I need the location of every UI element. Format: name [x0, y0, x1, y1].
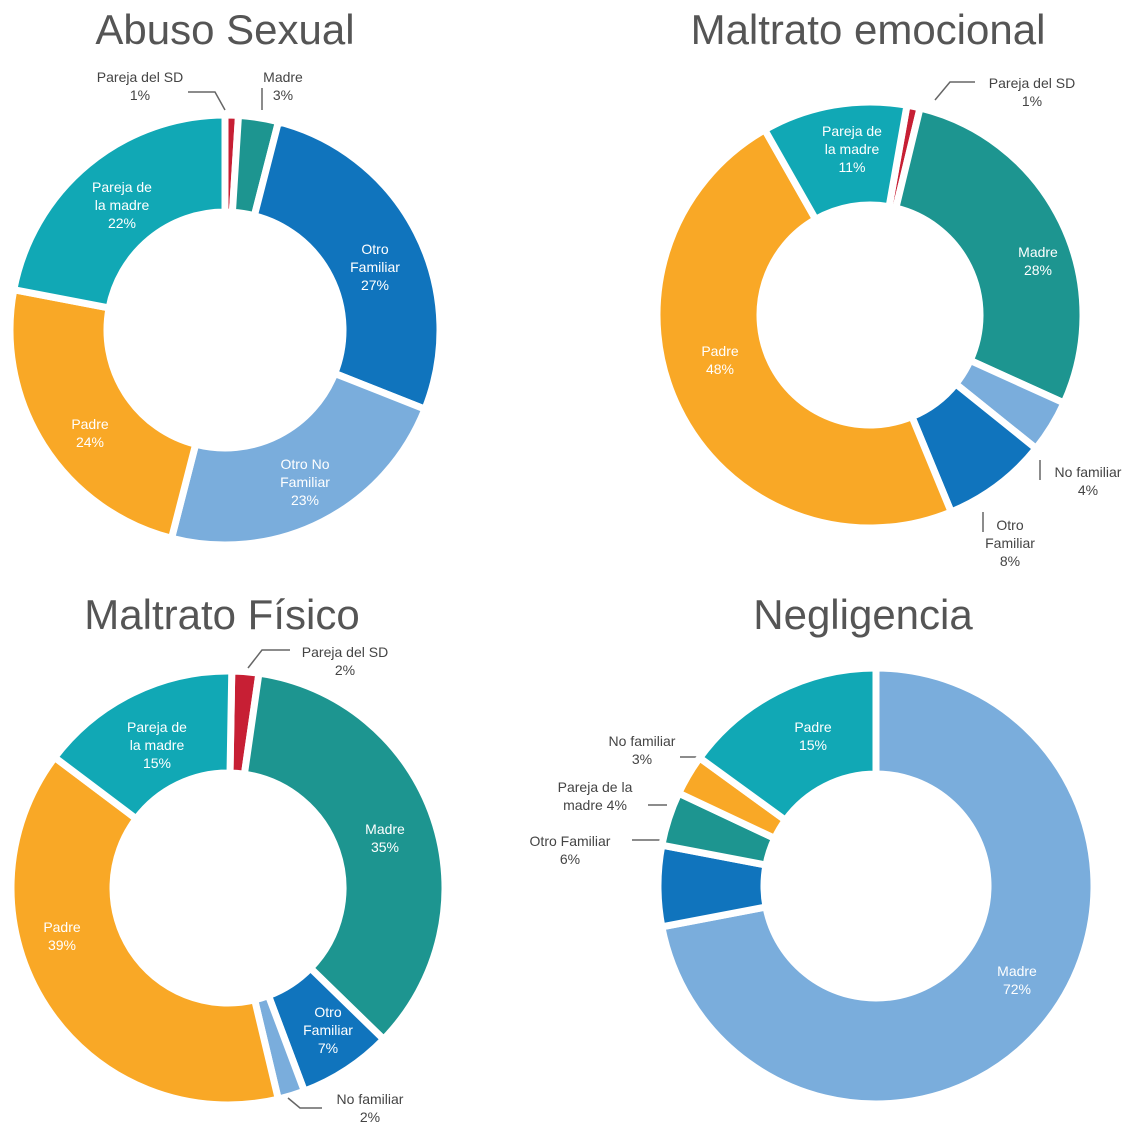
slice-value: 4% — [1077, 482, 1099, 498]
slice-name: Otro Familiar — [350, 241, 400, 275]
slice-value: 27% — [360, 277, 390, 293]
slice-value: 39% — [47, 937, 77, 953]
slice-value: 28% — [1023, 262, 1053, 278]
slice-name: Otro Familiar — [985, 517, 1035, 551]
slice-label: Otro No Familiar 23% — [269, 455, 341, 509]
slice-value: 7% — [317, 1040, 339, 1056]
slice-value: 1% — [129, 87, 151, 103]
leader-line — [188, 91, 226, 111]
slice-name: Pareja de la madre — [127, 719, 187, 753]
chart-title: Abuso Sexual — [95, 6, 355, 53]
slice — [9, 111, 229, 312]
slice-label: Otro Familiar 27% — [339, 240, 411, 294]
slice — [6, 285, 200, 543]
slice-name: Padre — [71, 416, 109, 432]
slice-name: Pareja de la madre — [92, 179, 152, 213]
slice-name: Otro No Familiar — [280, 456, 330, 490]
slice — [653, 125, 956, 532]
slice-label: Otro Familiar 6% — [515, 832, 625, 868]
slice-name: Pareja del SD — [96, 69, 184, 85]
slice-label: Madre 35% — [349, 820, 421, 856]
slice-value: 15% — [142, 755, 172, 771]
slice-label: Otro Familiar 7% — [298, 1003, 358, 1057]
slice-label: Madre 3% — [243, 68, 323, 104]
slice-value: 1% — [1021, 93, 1043, 109]
slice-value: 4% — [606, 797, 627, 813]
slice-value: 23% — [290, 492, 320, 508]
slice-value: 3% — [631, 751, 653, 767]
slice-label: Madre 28% — [1002, 243, 1074, 279]
slice — [49, 667, 236, 824]
slice-value: 35% — [370, 839, 400, 855]
slice-name: Pareja del SD — [301, 644, 389, 660]
slice — [7, 752, 283, 1109]
slice-name: Padre — [43, 919, 81, 935]
slice-name: Pareja del SD — [988, 75, 1076, 91]
chart-title: Negligencia — [753, 591, 973, 638]
slice — [891, 103, 1087, 408]
chart-title: Maltrato Físico — [84, 591, 360, 638]
slice-value: 11% — [838, 159, 866, 175]
slice-name: Pareja de la madre — [822, 123, 882, 157]
slice — [760, 98, 912, 225]
slice-label: Pareja de la madre 15% — [121, 718, 193, 772]
slice-name: No familiar — [336, 1091, 404, 1107]
slice-value: 2% — [359, 1109, 381, 1125]
slice-label: Pareja del SD 1% — [85, 68, 195, 104]
slice-name: Madre — [263, 69, 303, 85]
slice — [240, 669, 449, 1045]
slice-name: No familiar — [1054, 464, 1122, 480]
slice-name: Otro Familiar — [303, 1004, 353, 1038]
slice-label: Padre 48% — [684, 342, 756, 378]
slice-label: Pareja de la madre 22% — [86, 178, 158, 232]
slice-value: 15% — [798, 737, 828, 753]
slice-name: Pareja de la madre — [557, 779, 633, 813]
slice-value: 3% — [272, 87, 294, 103]
slice-value: 48% — [705, 361, 735, 377]
slice-label: No familiar 3% — [592, 732, 692, 768]
slice — [250, 117, 444, 414]
slice-value: 2% — [334, 662, 356, 678]
slice-label: Padre 39% — [26, 918, 98, 954]
leader-line — [247, 649, 290, 669]
slice-value: 8% — [999, 553, 1021, 569]
slice-name: No familiar — [608, 733, 676, 749]
slice-value: 22% — [107, 215, 137, 231]
slice-name: Padre — [794, 719, 832, 735]
slice-value: 6% — [559, 851, 581, 867]
slice-label: No familiar 4% — [1038, 463, 1138, 499]
chart-title: Maltrato emocional — [690, 6, 1046, 53]
slice-value: 72% — [1002, 981, 1032, 997]
slice-label: Madre 72% — [981, 962, 1053, 998]
slice-label: Pareja de la madre 11% — [816, 122, 888, 176]
leader-line — [287, 1097, 322, 1109]
slice-name: Madre — [1018, 244, 1058, 260]
slice-value: 24% — [75, 434, 105, 450]
slice — [657, 664, 1098, 1108]
slice-label: Otro Familiar 8% — [980, 516, 1040, 570]
slice — [694, 664, 880, 826]
slice-name: Madre — [997, 963, 1037, 979]
leader-line — [934, 81, 975, 101]
slice-label: Pareja del SD 1% — [977, 74, 1087, 110]
slice-name: Otro Familiar — [529, 833, 611, 849]
slice-label: Pareja del SD 2% — [290, 643, 400, 679]
slice-name: Padre — [701, 343, 739, 359]
slice-label: Padre 24% — [54, 415, 126, 451]
slice — [167, 368, 430, 549]
slice-name: Madre — [365, 821, 405, 837]
slice-label: Padre 15% — [777, 718, 849, 754]
slice-label: No familiar 2% — [320, 1090, 420, 1125]
slice-label: Pareja de la madre 4% — [550, 778, 640, 814]
